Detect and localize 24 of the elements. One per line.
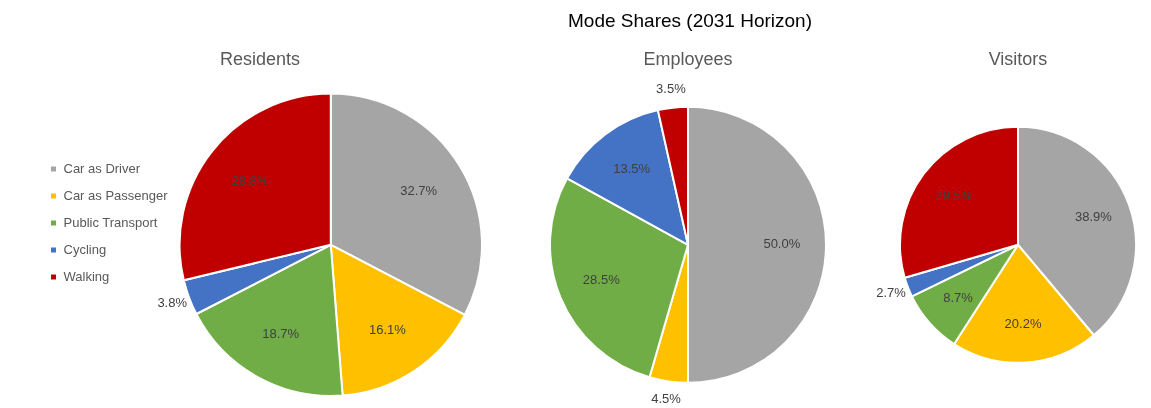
data-label: 38.9% bbox=[1074, 208, 1113, 224]
data-label: 50.0% bbox=[763, 236, 801, 252]
data-label: 8.7% bbox=[943, 289, 974, 305]
data-label: 29.5% bbox=[935, 188, 973, 204]
legend-label: Walking bbox=[63, 268, 110, 284]
chart-title: Employees bbox=[643, 48, 733, 69]
data-label: 16.1% bbox=[369, 322, 407, 338]
text: Mode Shares (2031 Horizon) bbox=[567, 10, 813, 32]
data-label: 3.8% bbox=[157, 295, 188, 311]
data-label: 28.5% bbox=[582, 272, 621, 288]
data-label: 13.5% bbox=[613, 161, 651, 177]
data-label: 4.5% bbox=[651, 390, 682, 406]
chart-title: Residents bbox=[219, 48, 301, 69]
data-label: 32.7% bbox=[400, 183, 438, 199]
legend-label: Cycling bbox=[63, 241, 107, 257]
data-label: 3.5% bbox=[656, 81, 687, 97]
data-label: 2.7% bbox=[876, 285, 907, 301]
data-label: 20.2% bbox=[1004, 316, 1042, 332]
legend-label: Public Transport bbox=[63, 214, 158, 230]
data-label: 18.7% bbox=[262, 326, 300, 342]
data-label: 28.8% bbox=[231, 172, 269, 188]
legend-label: Car as Driver bbox=[63, 160, 141, 176]
legend-label: Car as Passenger bbox=[63, 187, 169, 203]
chart-title: Visitors bbox=[988, 48, 1048, 69]
